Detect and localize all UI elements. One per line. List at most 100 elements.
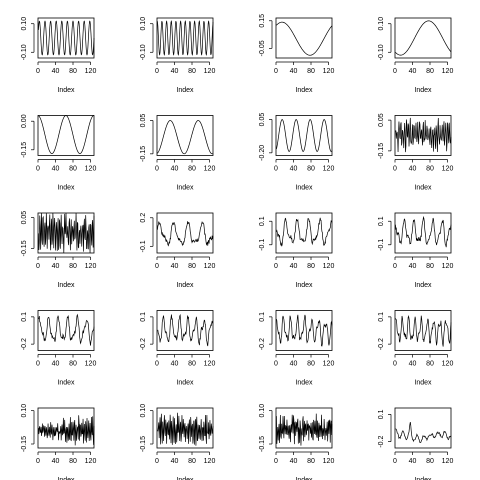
- x-tick-label: 0: [36, 263, 40, 270]
- panel-12: 0 40 80 120 -0.1 0.1 Index: [378, 212, 454, 289]
- series-line: [276, 119, 333, 152]
- x-tick-label: 40: [290, 361, 298, 368]
- plot-frame: [394, 17, 452, 59]
- x-tick-label: 40: [171, 263, 179, 270]
- series-line: [157, 313, 214, 347]
- x-tick-label: 0: [393, 458, 397, 465]
- x-axis-title: Index: [295, 477, 313, 480]
- x-tick-label: 0: [36, 68, 40, 75]
- x-tick-label: 80: [69, 68, 77, 75]
- x-tick-label: 40: [409, 361, 417, 368]
- x-tick-label: 120: [204, 361, 216, 368]
- x-tick-label: 120: [323, 68, 335, 75]
- y-tick-label: -0.10: [21, 44, 28, 60]
- panel-19: 0 40 80 120 -0.15 0.10 Index: [259, 404, 334, 480]
- panel-16: 0 40 80 120 -0.2 0.1 Index: [378, 310, 453, 387]
- x-tick-label: 80: [307, 458, 315, 465]
- y-tick-label: 0.1: [259, 312, 266, 322]
- x-tick-label: 0: [393, 263, 397, 270]
- x-axis-title: Index: [414, 477, 432, 480]
- y-tick-label: 0.05: [21, 211, 28, 225]
- y-tick-label: 0.1: [378, 312, 385, 322]
- plot-frame: [37, 115, 95, 156]
- x-tick-label: 0: [274, 361, 278, 368]
- y-tick-label: 0.2: [140, 213, 147, 223]
- x-tick-label: 120: [85, 263, 97, 270]
- series-line: [157, 412, 214, 446]
- series-line: [38, 115, 95, 154]
- x-tick-label: 40: [171, 68, 179, 75]
- y-tick-label: -0.20: [259, 145, 266, 161]
- x-tick-label: 80: [69, 361, 77, 368]
- y-tick-label: 0.00: [21, 114, 28, 128]
- y-tick-label: -0.10: [140, 44, 147, 60]
- panel-11: 0 40 80 120 -0.1 0.1 Index: [259, 212, 335, 289]
- x-tick-label: 80: [188, 458, 196, 465]
- series-line: [276, 413, 333, 446]
- y-tick-label: -0.15: [378, 143, 385, 159]
- x-tick-label: 0: [274, 263, 278, 270]
- x-axis-title: Index: [414, 185, 432, 192]
- x-tick-label: 40: [52, 166, 60, 173]
- panel-15: 0 40 80 120 -0.2 0.1 Index: [259, 310, 334, 387]
- plot-frame: [156, 310, 214, 351]
- plot-frame: [275, 310, 333, 351]
- y-tick-label: -0.2: [259, 338, 266, 350]
- x-axis-title: Index: [57, 477, 75, 480]
- x-tick-label: 80: [69, 166, 77, 173]
- x-tick-label: 0: [155, 68, 159, 75]
- plot-frame: [37, 310, 95, 351]
- plot-frame: [156, 17, 214, 59]
- x-tick-label: 40: [409, 458, 417, 465]
- series-line: [276, 217, 333, 247]
- x-tick-label: 120: [442, 458, 454, 465]
- x-tick-label: 40: [290, 166, 298, 173]
- x-axis-title: Index: [295, 282, 313, 289]
- series-line: [157, 221, 214, 247]
- plot-frame: [156, 115, 214, 156]
- x-tick-label: 120: [323, 263, 335, 270]
- series-line: [395, 117, 452, 153]
- x-tick-label: 40: [52, 458, 60, 465]
- x-tick-label: 0: [274, 458, 278, 465]
- x-axis-title: Index: [57, 185, 75, 192]
- y-tick-label: -0.2: [21, 338, 28, 350]
- panel-10: 0 40 80 120 -0.1 0.2 Index: [140, 212, 215, 289]
- x-tick-label: 120: [85, 166, 97, 173]
- panel-6: 0 40 80 120 -0.15 0.05 Index: [140, 114, 215, 192]
- x-axis-title: Index: [57, 282, 75, 289]
- y-tick-label: -0.15: [21, 240, 28, 256]
- plot-frame: [275, 212, 333, 254]
- x-tick-label: 80: [426, 166, 434, 173]
- series-line: [395, 20, 452, 56]
- y-tick-label: 0.10: [140, 17, 147, 31]
- x-axis-title: Index: [295, 185, 313, 192]
- x-tick-label: 80: [426, 361, 434, 368]
- y-tick-label: -0.05: [259, 40, 266, 56]
- plot-frame: [394, 310, 452, 351]
- x-axis-title: Index: [57, 380, 75, 387]
- y-tick-label: 0.10: [378, 17, 385, 31]
- x-tick-label: 40: [409, 166, 417, 173]
- y-tick-label: -0.15: [140, 436, 147, 452]
- y-tick-label: 0.1: [259, 216, 266, 226]
- x-tick-label: 40: [171, 458, 179, 465]
- y-tick-label: -0.1: [259, 239, 266, 251]
- x-tick-label: 80: [307, 68, 315, 75]
- x-tick-label: 0: [393, 361, 397, 368]
- x-tick-label: 40: [52, 68, 60, 75]
- x-tick-label: 80: [426, 68, 434, 75]
- plot-frame: [275, 17, 333, 59]
- x-tick-label: 120: [442, 263, 454, 270]
- x-tick-label: 120: [85, 361, 97, 368]
- y-tick-label: -0.1: [378, 239, 385, 251]
- y-tick-label: -0.2: [140, 338, 147, 350]
- panel-8: 0 40 80 120 -0.15 0.05 Index: [378, 113, 453, 191]
- x-tick-label: 80: [69, 263, 77, 270]
- y-tick-label: 0.15: [259, 14, 266, 28]
- x-tick-label: 40: [171, 361, 179, 368]
- panel-4: 0 40 80 120 -0.10 0.10 Index: [378, 17, 453, 94]
- panel-1: 0 40 80 120 -0.10 0.10 Index: [21, 17, 96, 94]
- x-tick-label: 120: [204, 166, 216, 173]
- series-line: [38, 212, 95, 254]
